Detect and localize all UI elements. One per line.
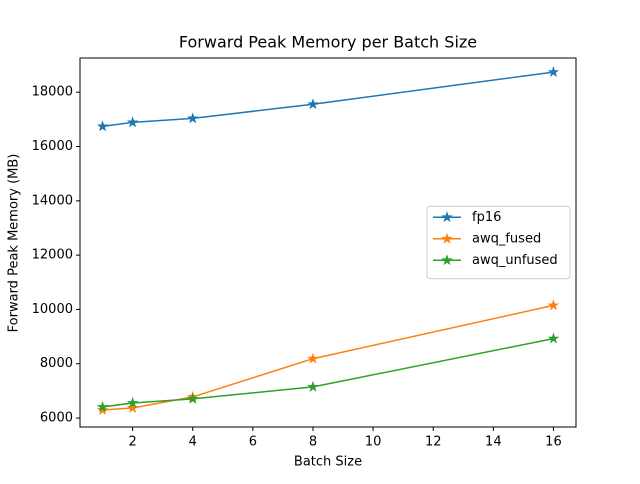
y-tick-label: 14000 <box>32 193 73 208</box>
x-tick-label: 12 <box>425 435 442 450</box>
x-tick-label: 8 <box>309 435 317 450</box>
legend-marker <box>441 254 453 266</box>
data-point <box>126 116 139 128</box>
data-point <box>126 396 139 408</box>
x-tick-label: 16 <box>545 435 562 450</box>
legend-label: awq_fused <box>472 231 541 246</box>
data-point <box>307 380 319 392</box>
data-point <box>186 392 199 404</box>
x-tick-label: 14 <box>485 435 502 450</box>
legend-box <box>426 205 571 280</box>
legend-marker <box>441 211 453 223</box>
x-tick-label: 10 <box>365 435 382 450</box>
legend-label: fp16 <box>472 210 501 225</box>
data-point <box>126 401 139 413</box>
x-tick-label: 4 <box>189 435 197 450</box>
x-tick-label: 2 <box>128 435 136 450</box>
data-point <box>307 98 319 110</box>
y-tick-label: 6000 <box>40 411 73 426</box>
y-tick-label: 8000 <box>40 356 73 371</box>
chart-title: Forward Peak Memory per Batch Size <box>179 33 477 52</box>
x-axis-label: Batch Size <box>294 455 362 470</box>
data-point <box>547 66 560 77</box>
data-point <box>96 400 109 412</box>
data-point <box>96 120 109 132</box>
data-point <box>547 332 560 344</box>
y-tick-label: 18000 <box>32 85 73 100</box>
data-point <box>96 403 109 415</box>
data-point <box>547 299 560 311</box>
data-point <box>307 352 319 364</box>
data-point <box>187 112 199 124</box>
y-axis-label: Forward Peak Memory (MB) <box>7 154 22 333</box>
x-tick-label: 6 <box>249 435 257 450</box>
legend-label: awq_unfused <box>472 253 558 268</box>
y-tick-label: 12000 <box>32 248 73 263</box>
y-tick-label: 16000 <box>32 139 73 154</box>
plot-frame <box>79 57 577 428</box>
y-tick-label: 10000 <box>32 302 73 317</box>
legend-marker <box>441 232 453 244</box>
